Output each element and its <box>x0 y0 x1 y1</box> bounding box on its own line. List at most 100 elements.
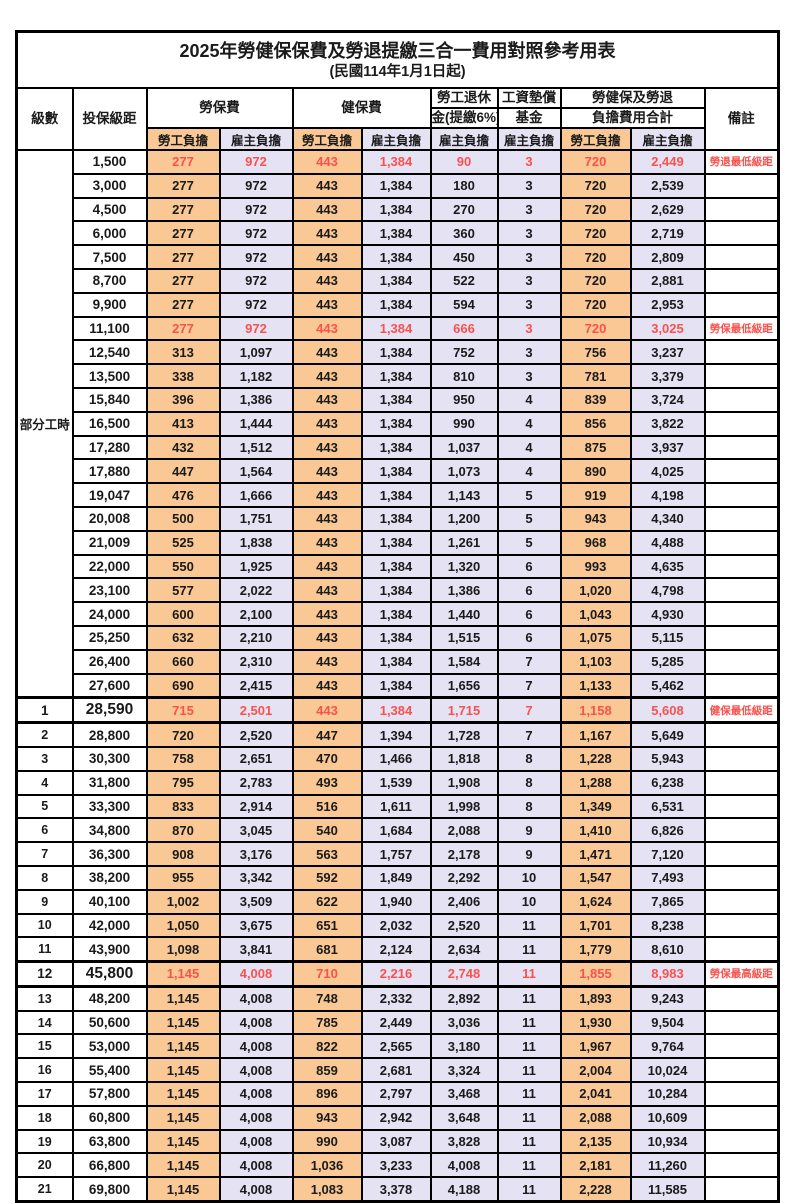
col-header-remark: 備註 <box>703 87 780 151</box>
fund-cell: 3 <box>496 196 562 223</box>
table-row: 15,840 396 1,386 443 1,384 950 4 839 3,724 <box>17 386 780 413</box>
salary-cell: 15,840 <box>71 386 148 413</box>
salary-cell: 63,800 <box>71 1128 148 1155</box>
fund-cell: 8 <box>496 745 562 772</box>
remark-cell: 勞保最低級距 <box>703 315 780 342</box>
health-employee-cell: 443 <box>291 363 363 389</box>
page-title: 2025年勞健保保費及勞退提繳三合一費用對照參考用表 <box>179 41 616 62</box>
health-employer-cell: 1,384 <box>360 553 432 580</box>
health-employee-cell: 1,036 <box>291 1152 363 1179</box>
health-employee-cell: 443 <box>291 505 363 532</box>
fund-cell: 11 <box>496 1152 562 1179</box>
total-employer-cell: 2,953 <box>629 291 706 318</box>
table-row: 12,540 313 1,097 443 1,384 752 3 756 3,237 <box>17 339 780 366</box>
salary-cell: 21,009 <box>71 529 148 556</box>
remark-cell <box>703 1176 780 1203</box>
fund-cell: 7 <box>496 648 562 675</box>
total-employer-cell: 8,238 <box>629 912 706 939</box>
subheader-labor-employee: 勞工負擔 <box>145 127 221 151</box>
total-employee-cell: 1,701 <box>559 912 632 939</box>
salary-cell: 48,200 <box>71 985 148 1012</box>
pension-cell: 1,440 <box>429 601 499 627</box>
pension-cell: 270 <box>429 196 499 223</box>
salary-cell: 42,000 <box>71 912 148 939</box>
health-employee-cell: 443 <box>291 315 363 342</box>
health-employer-cell: 1,384 <box>360 648 432 675</box>
fund-cell: 3 <box>496 291 562 318</box>
labor-employee-cell: 795 <box>145 769 221 796</box>
labor-employer-cell: 4,008 <box>218 1152 294 1179</box>
health-employee-cell: 443 <box>291 529 363 556</box>
labor-employer-cell: 4,008 <box>218 1176 294 1203</box>
remark-cell: 健保最低級距 <box>703 696 780 725</box>
total-employer-cell: 4,340 <box>629 505 706 532</box>
salary-cell: 31,800 <box>71 769 148 796</box>
labor-employer-cell: 3,045 <box>218 817 294 844</box>
total-employee-cell: 1,167 <box>559 721 632 748</box>
total-employee-cell: 720 <box>559 172 632 199</box>
pension-cell: 2,406 <box>429 888 499 915</box>
labor-employee-cell: 833 <box>145 793 221 820</box>
total-employee-cell: 1,133 <box>559 672 632 699</box>
remark-cell <box>703 1057 780 1084</box>
health-employer-cell: 1,384 <box>360 458 432 485</box>
salary-cell: 8,700 <box>71 267 148 294</box>
health-employer-cell: 1,611 <box>360 793 432 820</box>
table-row: 9 40,100 1,002 3,509 622 1,940 2,406 10 1,624 7,8… <box>15 888 780 915</box>
total-employee-cell: 2,135 <box>559 1128 632 1155</box>
col-header-salary: 投保級距 <box>71 87 148 151</box>
labor-employer-cell: 2,415 <box>218 672 294 699</box>
table-row: 4 31,800 795 2,783 493 1,539 1,908 8 1,288 6,238 <box>15 769 780 796</box>
remark-cell <box>703 648 780 675</box>
health-employee-cell: 563 <box>291 841 363 867</box>
salary-cell: 26,400 <box>71 648 148 675</box>
labor-employee-cell: 277 <box>145 172 221 199</box>
level-cell: 2 <box>15 721 74 748</box>
health-employee-cell: 540 <box>291 817 363 844</box>
health-employer-cell: 2,797 <box>360 1081 432 1107</box>
remark-cell <box>703 672 780 699</box>
remark-cell <box>703 482 780 508</box>
labor-employee-cell: 447 <box>145 458 221 485</box>
salary-cell: 43,900 <box>71 936 148 963</box>
table-row: 24,000 600 2,100 443 1,384 1,440 6 1,043 4,930 <box>17 601 780 627</box>
health-employee-cell: 896 <box>291 1081 363 1107</box>
total-employee-cell: 1,075 <box>559 624 632 651</box>
salary-cell: 25,250 <box>71 624 148 651</box>
labor-employer-cell: 4,008 <box>218 1009 294 1036</box>
total-employee-cell: 1,930 <box>559 1009 632 1036</box>
remark-cell <box>703 244 780 270</box>
total-employee-cell: 720 <box>559 267 632 294</box>
table-row: 17,280 432 1,512 443 1,384 1,037 4 875 3,937 <box>17 434 780 461</box>
table-row: 21 69,800 1,145 4,008 1,083 3,378 4,188 11 2,228… <box>15 1176 780 1203</box>
health-employer-cell: 2,216 <box>360 960 432 988</box>
level-cell: 14 <box>15 1009 74 1036</box>
pension-cell: 1,998 <box>429 793 499 820</box>
pension-cell: 1,073 <box>429 458 499 485</box>
level-cell: 21 <box>15 1176 74 1203</box>
pension-cell: 990 <box>429 410 499 437</box>
col-header-pension-line2: 金(提繳6%) <box>429 107 499 129</box>
total-employee-cell: 1,410 <box>559 817 632 844</box>
salary-cell: 16,500 <box>71 410 148 437</box>
pension-cell: 1,200 <box>429 505 499 532</box>
level-cell: 12 <box>15 960 74 988</box>
labor-employee-cell: 1,145 <box>145 1128 221 1155</box>
pension-cell: 752 <box>429 339 499 366</box>
total-employer-cell: 3,237 <box>629 339 706 366</box>
labor-employer-cell: 2,310 <box>218 648 294 675</box>
health-employer-cell: 2,565 <box>360 1033 432 1060</box>
level-cell: 20 <box>15 1152 74 1179</box>
pension-cell: 4,188 <box>429 1176 499 1203</box>
remark-cell <box>703 1081 780 1107</box>
salary-cell: 28,800 <box>71 721 148 748</box>
health-employer-cell: 1,384 <box>360 624 432 651</box>
health-employee-cell: 443 <box>291 624 363 651</box>
labor-employer-cell: 4,008 <box>218 1057 294 1084</box>
health-employee-cell: 470 <box>291 745 363 772</box>
salary-cell: 13,500 <box>71 363 148 389</box>
labor-employee-cell: 277 <box>145 220 221 247</box>
pension-cell: 3,180 <box>429 1033 499 1060</box>
total-employee-cell: 1,158 <box>559 696 632 725</box>
total-employer-cell: 2,449 <box>629 149 706 175</box>
